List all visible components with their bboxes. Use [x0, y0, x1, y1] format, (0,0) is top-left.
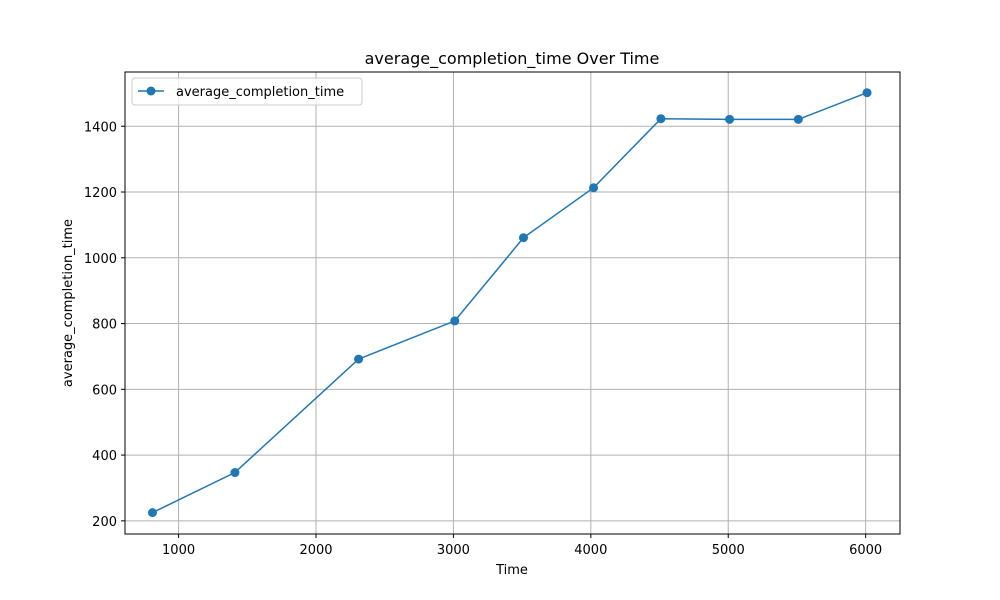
- y-axis: 200 400 600 800 1000 1200 1400: [84, 120, 125, 530]
- series-layer: [147, 88, 872, 518]
- x-axis: 1000 2000 3000 4000 5000 6000: [162, 534, 882, 558]
- data-point: [518, 233, 528, 243]
- legend-entry-label: average_completion_time: [176, 85, 344, 100]
- data-point: [656, 114, 666, 124]
- y-tick-label: 1400: [84, 120, 117, 135]
- data-point: [862, 88, 872, 98]
- data-point: [589, 183, 599, 193]
- x-tick-label: 5000: [712, 543, 745, 558]
- y-tick-label: 200: [92, 515, 117, 530]
- x-tick-label: 2000: [299, 543, 332, 558]
- data-point: [450, 316, 460, 326]
- x-tick-label: 6000: [849, 543, 882, 558]
- data-point: [147, 508, 157, 518]
- y-tick-label: 1200: [84, 186, 117, 201]
- x-tick-label: 4000: [574, 543, 607, 558]
- legend: average_completion_time: [131, 77, 363, 106]
- data-point: [793, 114, 803, 124]
- data-point: [354, 354, 364, 364]
- legend-marker: [146, 86, 156, 96]
- y-tick-label: 600: [92, 383, 117, 398]
- y-axis-label: average_completion_time: [61, 219, 76, 387]
- y-tick-label: 800: [92, 318, 117, 333]
- x-axis-label: Time: [495, 563, 528, 578]
- x-tick-label: 3000: [437, 543, 470, 558]
- y-tick-label: 400: [92, 449, 117, 464]
- data-point: [230, 468, 240, 478]
- y-tick-label: 1000: [84, 252, 117, 267]
- legend-frame: [131, 77, 363, 106]
- x-tick-label: 1000: [162, 543, 195, 558]
- data-point: [725, 114, 735, 124]
- plot-frame: [124, 71, 901, 535]
- chart-title: average_completion_time Over Time: [365, 49, 660, 69]
- series-line: [152, 92, 868, 514]
